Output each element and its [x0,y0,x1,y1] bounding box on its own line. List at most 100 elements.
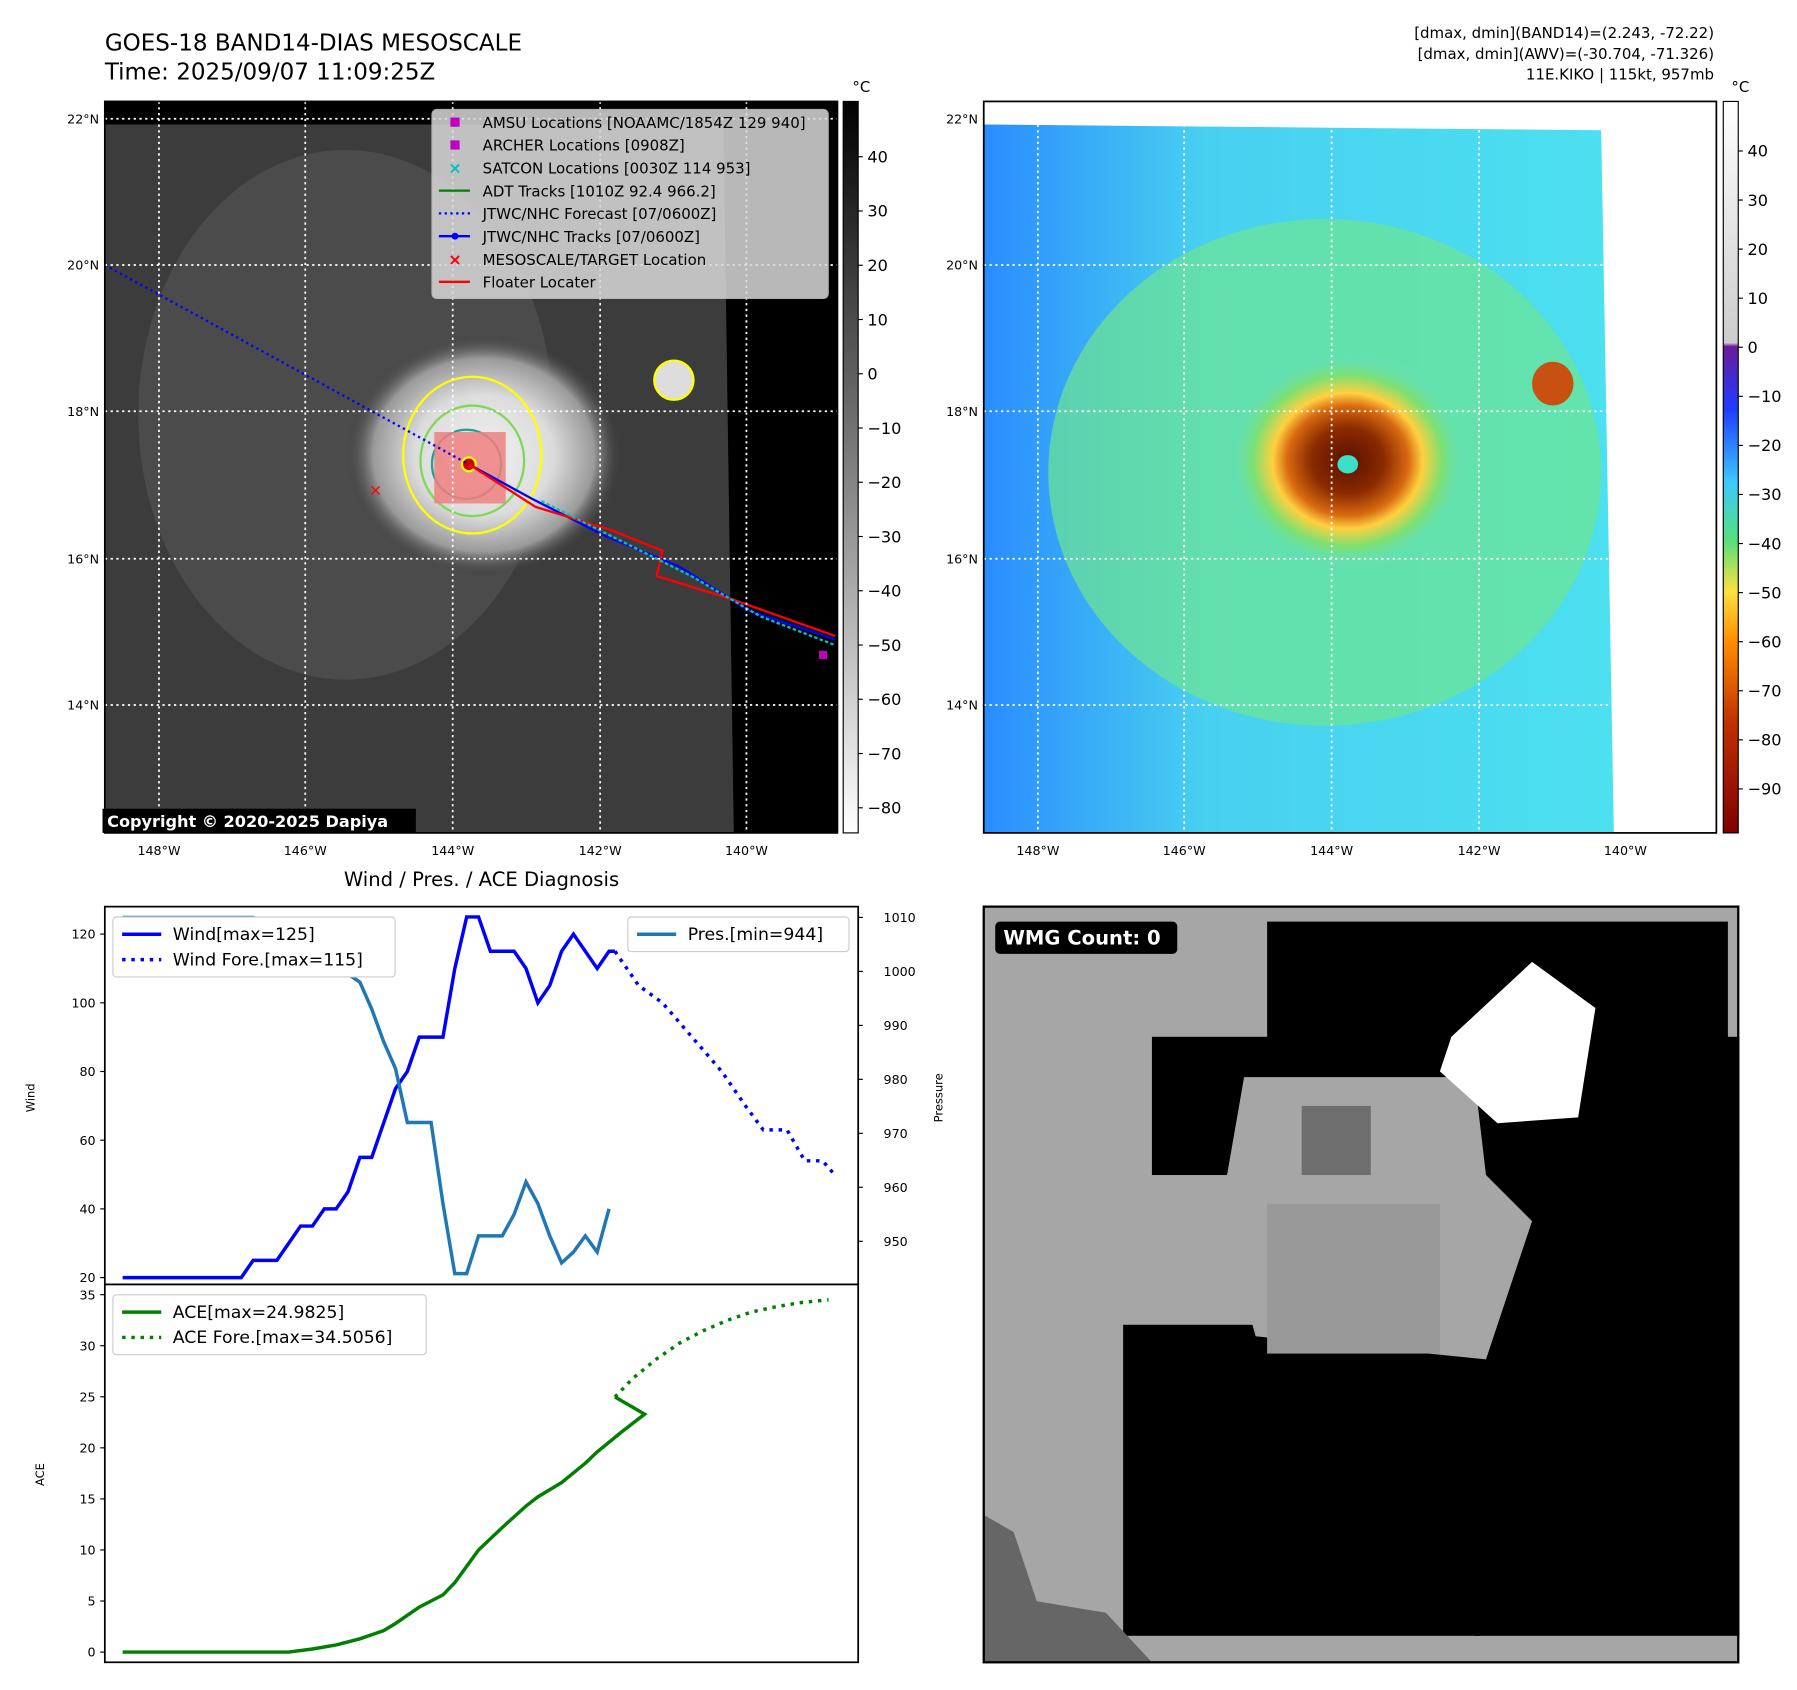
chart-legend [112,916,396,978]
lat-tick-label: 14°N [67,698,99,713]
colorbar-tick-label: 20 [867,256,888,275]
colorbar-tick-label: −10 [1747,387,1781,406]
legend-label: JTWC/NHC Forecast [07/0600Z] [482,205,717,223]
colorbar-tick-label: −50 [1747,583,1781,602]
colorbar-tick-label: −60 [867,690,901,709]
wmg-cold-region [1209,1612,1567,1631]
y-tick-label: 100 [71,995,95,1010]
legend-label: MESOSCALE/TARGET Location [483,251,707,269]
info-band14: [dmax, dmin](BAND14)=(2.243, -72.22) [1414,24,1714,42]
colorbar-tick-label: −20 [867,473,901,492]
ir-map: × 22°N 20°N 18°N 16°N 14°N 148°W 146°W 144°W 142… [67,100,839,858]
awv-map: 22°N 20°N 18°N 16°N 14°N 148°W 146°W 144°W 142°W… [946,100,1718,858]
lat-tick-label: 18°N [946,404,978,419]
colorbar-tick-label: 40 [1747,142,1768,161]
colorbar-tick-label: −40 [1747,534,1781,553]
chart-legend-label: ACE[max=24.9825] [173,1303,344,1323]
colorbar-tick-label: −50 [867,636,901,655]
y-tick-label: 20 [80,1440,96,1455]
colorbar-tick-label: 10 [1747,289,1768,308]
y-tick-label: 80 [80,1064,96,1079]
colorbar-tick-label: −30 [867,527,901,546]
chart-legend-label: ACE Fore.[max=34.5056] [173,1328,393,1348]
colorbar-tick-label: −20 [1747,436,1781,455]
lat-tick-label: 20°N [946,258,978,273]
colorbar-tick-label: 10 [867,310,888,329]
ace-axis-label: ACE [33,1463,47,1486]
lat-tick-label: 22°N [67,111,99,126]
chart-legend-label: Wind Fore.[max=115] [173,950,363,970]
lat-tick-label: 16°N [67,551,99,566]
legend-label: AMSU Locations [NOAAMC/1854Z 129 940] [483,114,806,132]
awv-colorbar: °C 40 30 20 10 0 −10 −20 −30 −40 −50 −60 −70 −80 −90 [1722,78,1781,834]
lon-tick-label: 142°W [1458,843,1501,858]
colorbar-tick-label: −30 [1747,485,1781,504]
lon-tick-label: 144°W [431,843,474,858]
legend-label: JTWC/NHC Tracks [07/0600Z] [482,228,700,246]
legend-x-marker-icon: × [448,250,462,269]
legend-label: ARCHER Locations [0908Z] [483,137,685,155]
colorbar-tick-label: −40 [867,582,901,601]
colorbar-tick-label: 20 [1747,240,1768,259]
colorbar-tick-label: −70 [1747,682,1781,701]
map-legend: AMSU Locations [NOAAMC/1854Z 129 940] ARC… [431,108,829,299]
wmg-eye [1267,1203,1440,1354]
colorbar-tick-label: −70 [867,744,901,763]
lat-tick-label: 14°N [946,698,978,713]
info-storm: 11E.KIKO | 115kt, 957mb [1526,66,1714,84]
y-tick-label: 35 [80,1287,96,1302]
lon-tick-label: 148°W [137,843,180,858]
y-tick-label: 40 [80,1202,96,1217]
wind-pressure-chart: 20 40 60 80 100 120 950 960 970 980 990 1000 1010 Win… [24,905,945,1286]
y2-tick-label: 1000 [884,964,916,979]
colorbar-tick-label: 0 [1747,338,1757,357]
lon-tick-label: 146°W [284,843,327,858]
ir-colorbar: °C 40 30 20 10 0 −10 −20 −30 −40 −50 −60 −70 −80 [842,78,901,834]
figure-title: GOES-18 BAND14-DIAS MESOSCALE [105,31,522,57]
y2-tick-label: 950 [884,1234,908,1249]
wmg-warm-region [1439,961,1596,1124]
colorbar-tick-label: −90 [1747,780,1781,799]
ace-chart: 0 5 10 15 20 25 30 35 ACE[max=24.9825] ACE Fore.[… [33,1283,860,1664]
lat-tick-label: 22°N [946,111,978,126]
y-tick-label: 25 [80,1389,96,1404]
lon-tick-label: 148°W [1016,843,1059,858]
lon-tick-label: 146°W [1163,843,1206,858]
chart-legend [627,916,850,953]
colorbar-unit-right: °C [1731,78,1749,96]
legend-x-marker-icon: × [448,159,462,178]
diagnosis-title: Wind / Pres. / ACE Diagnosis [344,868,619,891]
info-awv: [dmax, dmin](AWV)=(-30.704, -71.326) [1418,45,1714,63]
legend-label: SATCON Locations [0030Z 114 953] [483,160,751,178]
lon-tick-label: 140°W [1604,843,1647,858]
lon-tick-label: 144°W [1310,843,1353,858]
colorbar-tick-label: −80 [867,799,901,818]
y2-tick-label: 980 [884,1072,908,1087]
y-tick-label: 5 [88,1594,96,1609]
wmg-cold-region [1198,1474,1613,1602]
y2-tick-label: 970 [884,1126,908,1141]
colorbar-tick-label: 0 [867,365,877,384]
y2-tick-label: 990 [884,1018,908,1033]
lat-tick-label: 18°N [67,404,99,419]
colorbar-unit: °C [852,78,870,96]
colorbar-tick-label: 40 [867,147,888,166]
y-tick-label: 0 [88,1645,96,1660]
wmg-count-label: WMG Count: 0 [1003,927,1160,950]
wmg-eyewall [1301,1105,1371,1176]
pressure-axis-label: Pressure [931,1073,945,1122]
y-tick-label: 60 [80,1133,96,1148]
colorbar-tick-label: −10 [867,419,901,438]
y2-tick-label: 1010 [884,910,916,925]
y-tick-label: 15 [80,1492,96,1507]
colorbar-tick-label: 30 [1747,191,1768,210]
legend-square-marker-icon [450,140,460,150]
legend-label: Floater Locater [483,274,597,292]
legend-square-marker-icon [450,117,460,127]
chart-legend [112,1294,427,1356]
y-tick-label: 120 [71,927,95,942]
chart-legend-label: Pres.[min=944] [688,925,823,945]
series-line-0 [122,915,615,1280]
y-tick-label: 30 [80,1338,96,1353]
